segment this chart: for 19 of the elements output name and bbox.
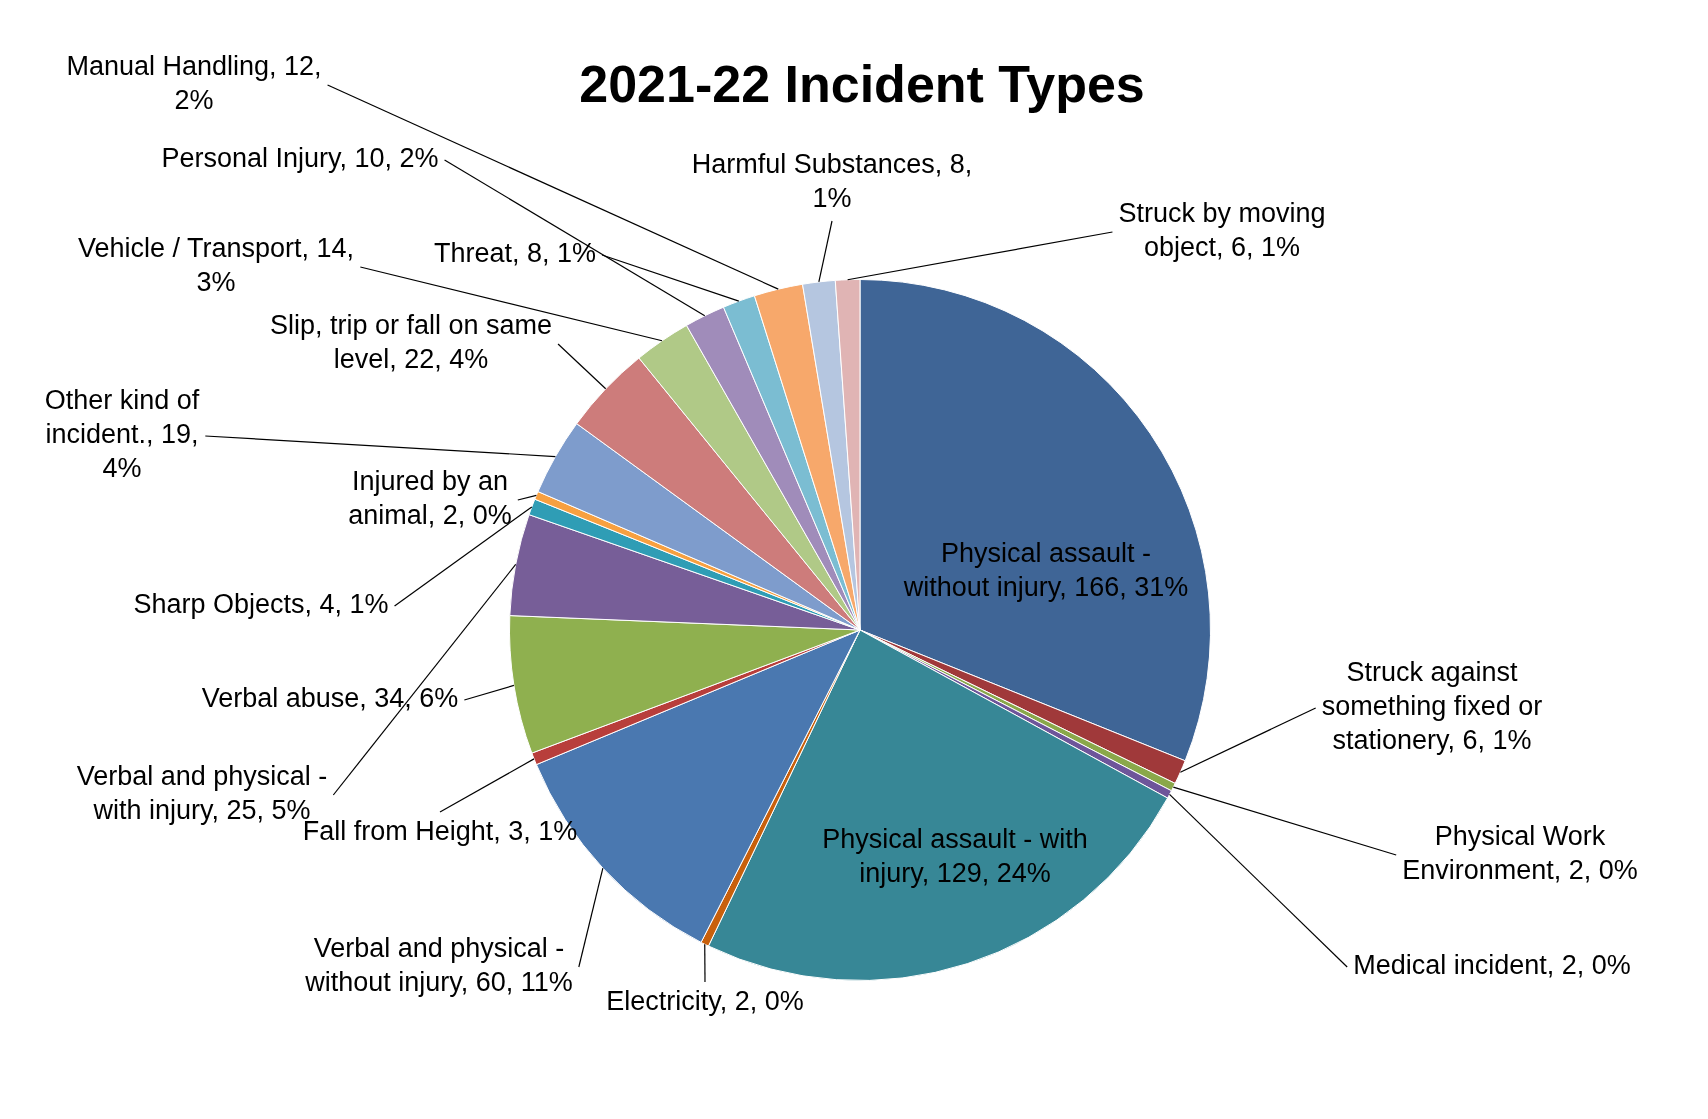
- slice-label: Injured by an animal, 2, 0%: [348, 466, 512, 531]
- chart-title: 2021-22 Incident Types: [579, 55, 1145, 114]
- slice-label: Manual Handling, 12, 2%: [66, 51, 322, 116]
- slice-label: Verbal abuse, 34, 6%: [201, 683, 459, 714]
- slice-label: Physical assault - without injury, 166, 31%: [902, 538, 1189, 603]
- slice-label: Slip, trip or fall on same level, 22, 4%: [269, 310, 553, 375]
- slice-label: Vehicle / Transport, 14, 3%: [77, 233, 355, 298]
- slice-label: Struck by moving object, 6, 1%: [1118, 198, 1326, 263]
- slice-label: Verbal and physical - without injury, 60, 11%: [304, 933, 573, 998]
- slice-label: Physical Work Environment, 2, 0%: [1402, 821, 1638, 886]
- slice-label: Medical incident, 2, 0%: [1353, 950, 1631, 981]
- slice-label: Sharp Objects, 4, 1%: [133, 589, 389, 620]
- slice-label: Threat, 8, 1%: [433, 238, 597, 269]
- slice-label: Struck against something fixed or stationery, 6, 1%: [1321, 657, 1543, 756]
- slice-label: Physical assault - with injury, 129, 24%: [822, 824, 1088, 889]
- slice-label: Harmful Substances, 8, 1%: [691, 149, 973, 214]
- slice-label: Electricity, 2, 0%: [606, 986, 804, 1017]
- slice-label: Other kind of incident., 19, 4%: [44, 385, 200, 484]
- slice-label: Personal Injury, 10, 2%: [161, 143, 439, 174]
